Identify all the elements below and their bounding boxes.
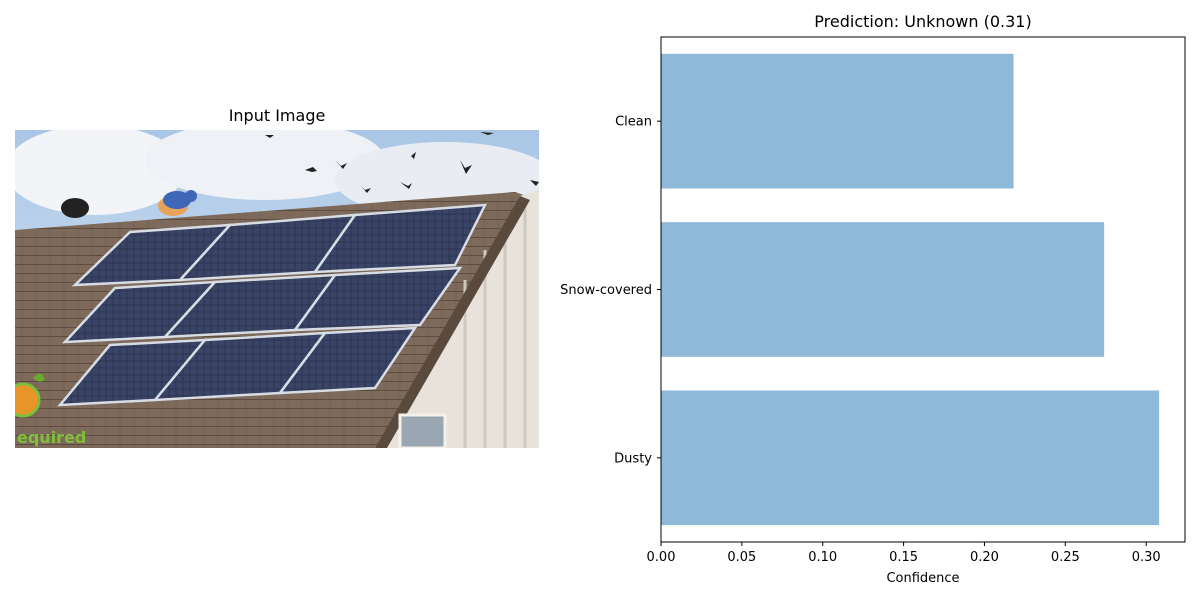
x-tick-label: 0.15 <box>889 550 918 565</box>
chart-title: Prediction: Unknown (0.31) <box>814 12 1032 31</box>
x-tick-label: 0.00 <box>647 550 676 565</box>
y-tick-label: Dusty <box>614 451 652 466</box>
bar-snow-covered <box>661 222 1105 357</box>
x-tick-label: 0.10 <box>808 550 837 565</box>
x-tick-label: 0.05 <box>727 550 756 565</box>
x-tick-label: 0.25 <box>1051 550 1080 565</box>
bar-clean <box>661 53 1014 189</box>
x-tick-label: 0.20 <box>970 550 999 565</box>
image-panel-title: Input Image <box>228 106 326 125</box>
solar-roof-photo: equired <box>15 130 539 448</box>
y-tick-label: Snow-covered <box>560 283 652 298</box>
y-tick-label: Clean <box>615 115 652 130</box>
bar-dusty <box>661 390 1160 526</box>
photo-watermark-text: equired <box>17 428 86 447</box>
x-axis-label: Confidence <box>886 571 959 586</box>
x-tick-label: 0.30 <box>1132 550 1161 565</box>
